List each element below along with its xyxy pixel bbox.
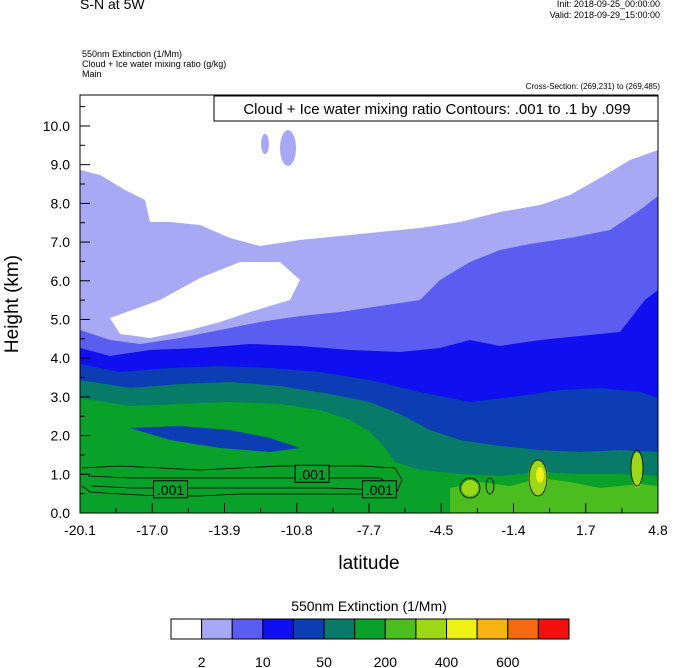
contour-label-box (294, 464, 330, 483)
x-tick-label: -7.7 (357, 522, 381, 538)
colorbar-swatch (507, 618, 539, 640)
y-tick-label: 10.0 (43, 118, 70, 134)
colorbar-swatch (201, 618, 233, 640)
y-tick-label: 6.0 (51, 273, 71, 289)
band-level-0-top (80, 95, 658, 246)
valid-time: Valid: 2018-09-29_15:00:00 (549, 10, 660, 20)
x-tick-label: -17.0 (136, 522, 168, 538)
y-tick-label: 5.0 (51, 311, 71, 327)
band-level-1-cloud (280, 130, 296, 166)
x-axis-label: latitude (338, 553, 399, 574)
colorbar-label: 200 (374, 654, 398, 668)
x-tick-label: 4.8 (648, 522, 668, 538)
field-main: Main (82, 69, 102, 79)
y-tick-label: 4.0 (51, 350, 71, 366)
colorbar-swatch (231, 618, 264, 640)
contour-info-text: Cloud + Ice water mixing ratio Contours:… (243, 101, 630, 118)
band-level-0-blob (110, 262, 300, 338)
y-tick-label: 3.0 (51, 389, 71, 405)
plot-title: S-N at 5W (80, 0, 145, 12)
colorbar-label: 50 (316, 654, 332, 668)
time-info: Init: 2018-09-25_00:00:00 Valid: 2018-09… (550, 0, 660, 21)
band-level-9-peak (536, 467, 544, 483)
band-level-8-blob-west (462, 480, 478, 496)
colorbar-swatch (415, 618, 448, 640)
colorbar-label: 400 (435, 654, 459, 668)
y-tick-label: 7.0 (51, 234, 71, 250)
band-level-7 (450, 478, 658, 513)
field-list: 550nm Extinction (1/Mm) Cloud + Ice wate… (82, 49, 226, 79)
x-tick-label: -13.9 (209, 522, 241, 538)
y-tick-label: 0.0 (51, 505, 71, 521)
colorbar-swatch (170, 618, 203, 640)
y-tick-label: 9.0 (51, 157, 71, 173)
x-tick-label: 1.7 (576, 522, 596, 538)
colorbar-title: 550nm Extinction (1/Mm) (291, 598, 447, 614)
contour-labels: .001 .001 .001 (153, 464, 397, 499)
cross-section-info: Cross-Section: (269,231) to (269,485) (525, 82, 660, 91)
contour-label: .001 (366, 482, 393, 498)
init-time: Init: 2018-09-25_00:00:00 (556, 0, 660, 9)
x-tick-label: -20.1 (64, 522, 96, 538)
contour-label: .001 (157, 482, 184, 498)
y-tick-label: 2.0 (51, 428, 71, 444)
contour-label: .001 (299, 466, 326, 482)
y-axis-label: Height (km) (2, 255, 23, 353)
x-tick-label: -10.8 (281, 522, 313, 538)
colorbar-swatch (384, 618, 417, 640)
colorbar-labels: 2 10 50 200 400 600 (198, 654, 520, 668)
colorbar-swatch (537, 618, 570, 640)
colorbar-swatch (292, 618, 325, 640)
field-extinction: 550nm Extinction (1/Mm) (82, 49, 183, 59)
axis-ticks (79, 106, 659, 514)
band-level-4-pocket (130, 426, 300, 452)
field-mixing-ratio: Cloud + Ice water mixing ratio (g/kg) (82, 59, 227, 69)
x-tick-label: -4.5 (429, 522, 453, 538)
band-level-8-blob-east (631, 452, 643, 488)
colorbar-swatch (323, 618, 356, 640)
contour-label-box (361, 480, 397, 499)
colorbar-label: 600 (496, 654, 520, 668)
colorbar (170, 618, 570, 640)
colorbar-swatch (476, 618, 509, 640)
colorbar-swatch (262, 618, 294, 640)
contour-label-box (153, 480, 189, 499)
x-tick-label: -1.4 (501, 522, 525, 538)
extinction-field (80, 95, 658, 513)
band-level-6 (80, 398, 658, 513)
colorbar-label: 10 (255, 654, 271, 668)
colorbar-label: 2 (198, 654, 206, 668)
axis-tick-labels: -20.1 -17.0 -13.9 -10.8 -7.7 -4.5 -1.4 1.7 4.8 0.… (43, 118, 668, 538)
contour-info-box (213, 95, 659, 122)
colorbar-swatch (354, 618, 386, 640)
y-tick-label: 1.0 (51, 466, 71, 482)
colorbar-swatch (446, 618, 478, 640)
band-level-1-cloud-small (261, 134, 269, 154)
y-tick-label: 8.0 (51, 195, 71, 211)
